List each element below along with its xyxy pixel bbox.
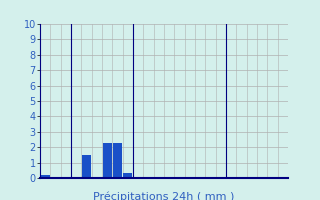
Bar — [41, 175, 50, 178]
X-axis label: Précipitations 24h ( mm ): Précipitations 24h ( mm ) — [93, 192, 235, 200]
Bar — [123, 173, 132, 178]
Bar — [102, 143, 112, 178]
Bar — [113, 143, 122, 178]
Bar — [82, 155, 91, 178]
